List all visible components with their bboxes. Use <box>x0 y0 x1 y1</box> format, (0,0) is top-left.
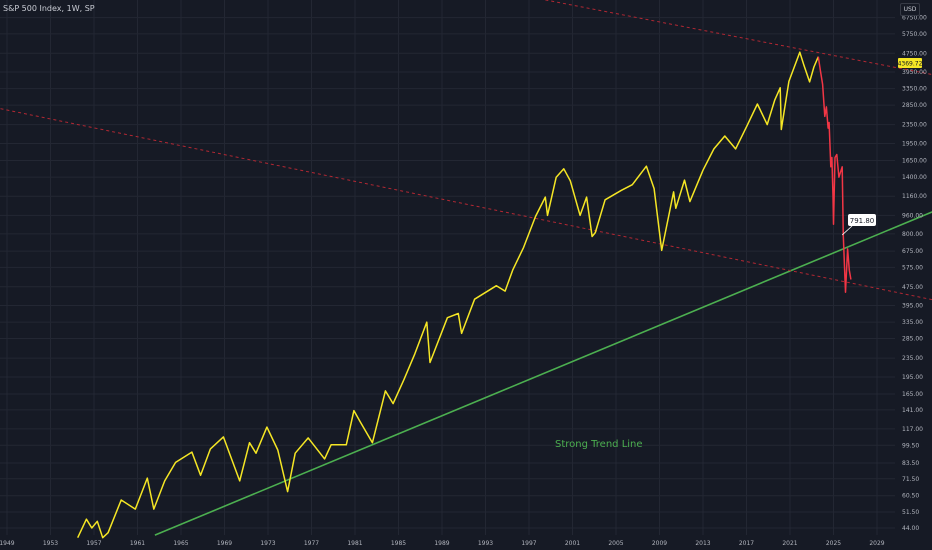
y-tick-label: 195.00 <box>902 374 923 381</box>
x-tick-label: 1977 <box>304 540 319 547</box>
trend-line <box>154 211 932 536</box>
y-tick-label: 235.00 <box>902 355 923 362</box>
x-tick-label: 1981 <box>347 540 362 547</box>
x-tick-label: 1969 <box>217 540 232 547</box>
price-series <box>77 51 852 539</box>
last-price-tag <box>898 58 922 68</box>
currency-button[interactable]: USD <box>900 3 920 16</box>
y-tick-label: 960.00 <box>902 212 923 219</box>
y-tick-label: 285.00 <box>902 336 923 343</box>
y-tick-label: 800.00 <box>902 231 923 238</box>
y-tick-label: 2350.00 <box>902 122 927 129</box>
callout-pointer <box>841 225 853 236</box>
y-tick-label: 5750.00 <box>902 31 927 38</box>
last-price-value: 4369.72 <box>898 61 923 68</box>
x-tick-label: 1973 <box>260 540 275 547</box>
channel-line-dashed <box>545 0 932 75</box>
x-axis[interactable]: 1949 1953 1957 1961 1965 1969 1973 1977 1981 1985… <box>0 540 885 547</box>
x-tick-label: 1965 <box>173 540 188 547</box>
y-tick-label: 1160.00 <box>902 193 927 200</box>
x-tick-label: 2021 <box>782 540 797 547</box>
chart-title: S&P 500 Index, 1W, SP <box>3 4 95 13</box>
x-tick-label: 2025 <box>826 540 841 547</box>
x-tick-label: 1989 <box>434 540 449 547</box>
y-tick-label: 575.00 <box>902 264 923 271</box>
y-tick-label: 117.00 <box>902 426 923 433</box>
x-tick-label: 2029 <box>869 540 884 547</box>
y-tick-label: 51.50 <box>902 509 919 516</box>
y-tick-label: 71.50 <box>902 476 919 483</box>
y-tick-label: 141.00 <box>902 407 923 414</box>
annotations: Strong Trend Line 791.80 <box>555 214 876 450</box>
y-tick-label: 395.00 <box>902 302 923 309</box>
y-tick-label: 675.00 <box>902 248 923 255</box>
y-tick-label: 1950.00 <box>902 141 927 148</box>
x-tick-label: 1985 <box>391 540 406 547</box>
x-tick-label: 1953 <box>43 540 58 547</box>
y-tick-label: 44.00 <box>902 525 919 532</box>
channel-line-dashed <box>0 108 932 301</box>
x-tick-label: 2009 <box>652 540 667 547</box>
callout-box <box>848 214 876 226</box>
x-tick-label: 1993 <box>478 540 493 547</box>
x-tick-label: 1961 <box>130 540 145 547</box>
y-tick-label: 1650.00 <box>902 157 927 164</box>
x-tick-label: 2013 <box>695 540 710 547</box>
projected-price-line <box>817 56 852 293</box>
x-tick-label: 2005 <box>608 540 623 547</box>
y-tick-label: 165.00 <box>902 391 923 398</box>
y-tick-label: 4750.00 <box>902 50 927 57</box>
y-tick-label: 60.50 <box>902 493 919 500</box>
grid <box>0 0 895 535</box>
y-tick-label: 6750.00 <box>902 15 927 22</box>
y-tick-label: 335.00 <box>902 319 923 326</box>
y-tick-label: 83.50 <box>902 460 919 467</box>
trend-line-label: Strong Trend Line <box>555 439 643 450</box>
x-tick-label: 2001 <box>565 540 580 547</box>
x-tick-label: 1949 <box>0 540 15 547</box>
callout-value: 791.80 <box>850 217 875 225</box>
y-tick-label: 475.00 <box>902 284 923 291</box>
y-axis[interactable]: 6750.00 5750.00 4750.00 3950.00 3350.00 2850.… <box>898 15 927 532</box>
y-tick-label: 1400.00 <box>902 174 927 181</box>
x-tick-label: 1957 <box>86 540 101 547</box>
y-tick-label: 3350.00 <box>902 86 927 93</box>
x-tick-label: 1997 <box>521 540 536 547</box>
x-tick-label: 2017 <box>739 540 754 547</box>
y-tick-label: 99.50 <box>902 442 919 449</box>
y-tick-label: 2850.00 <box>902 102 927 109</box>
historical-price-line <box>77 51 819 539</box>
y-tick-label: 3950.00 <box>902 69 927 76</box>
